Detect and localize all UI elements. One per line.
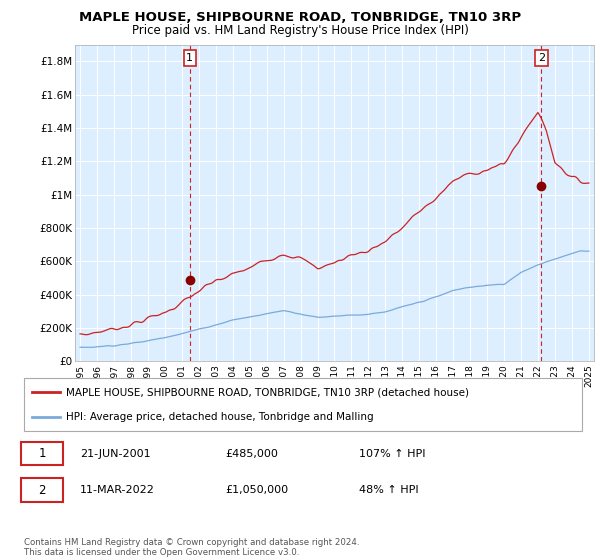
Text: 2: 2 [38,483,46,497]
Text: 1: 1 [187,53,193,63]
FancyBboxPatch shape [21,442,63,465]
Text: HPI: Average price, detached house, Tonbridge and Malling: HPI: Average price, detached house, Tonb… [66,412,373,422]
FancyBboxPatch shape [21,478,63,502]
Text: £1,050,000: £1,050,000 [225,485,288,495]
Text: MAPLE HOUSE, SHIPBOURNE ROAD, TONBRIDGE, TN10 3RP: MAPLE HOUSE, SHIPBOURNE ROAD, TONBRIDGE,… [79,11,521,24]
Text: Contains HM Land Registry data © Crown copyright and database right 2024.
This d: Contains HM Land Registry data © Crown c… [24,538,359,557]
Text: £485,000: £485,000 [225,449,278,459]
FancyBboxPatch shape [24,378,582,431]
Text: 21-JUN-2001: 21-JUN-2001 [80,449,151,459]
Text: 48% ↑ HPI: 48% ↑ HPI [359,485,418,495]
Text: 11-MAR-2022: 11-MAR-2022 [80,485,155,495]
Text: MAPLE HOUSE, SHIPBOURNE ROAD, TONBRIDGE, TN10 3RP (detached house): MAPLE HOUSE, SHIPBOURNE ROAD, TONBRIDGE,… [66,388,469,398]
Text: 2: 2 [538,53,545,63]
Text: 107% ↑ HPI: 107% ↑ HPI [359,449,425,459]
Text: Price paid vs. HM Land Registry's House Price Index (HPI): Price paid vs. HM Land Registry's House … [131,24,469,36]
Text: 1: 1 [38,447,46,460]
